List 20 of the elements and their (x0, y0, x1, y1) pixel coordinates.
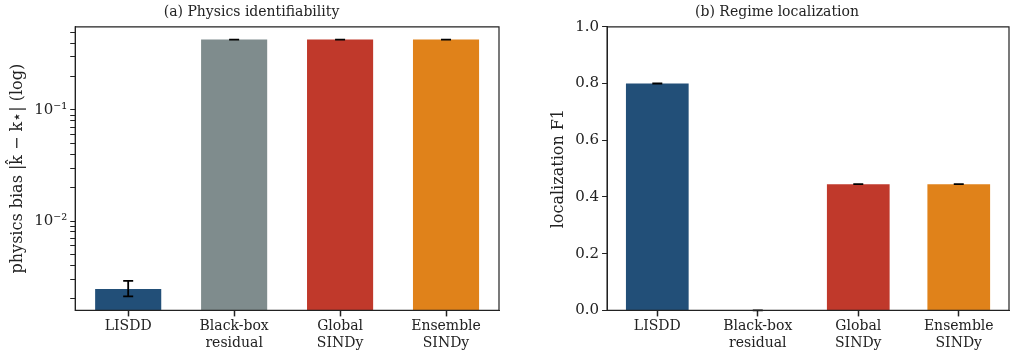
y-tick-label: 0.2 (575, 243, 600, 262)
y-tick-label: 0.6 (575, 130, 600, 149)
x-tick-label: LISDD (104, 317, 152, 334)
y-tick-label: 0.0 (575, 300, 600, 319)
chart-title: (b) Regime localization (695, 3, 859, 20)
chart-title: (a) Physics identifiability (163, 3, 340, 20)
y-tick-label: 10⁻¹ (34, 99, 68, 118)
x-tick-label: LISDD (633, 317, 681, 334)
y-tick-label: 0.8 (575, 73, 600, 92)
x-tick-label: Ensemble SINDy (923, 317, 994, 351)
x-tick-label: Global SINDy (835, 317, 882, 351)
y-tick-label: 0.4 (575, 186, 600, 205)
y-axis-title: localization F1 (547, 108, 567, 229)
x-tick-label: Global SINDy (316, 317, 364, 351)
x-tick-label: Black-box residual (723, 317, 793, 351)
x-tick-label: Ensemble SINDy (411, 317, 481, 351)
x-tick-label: Black-box residual (199, 317, 269, 351)
y-tick-label: 10⁻² (34, 210, 68, 229)
y-tick-label: 1.0 (575, 16, 600, 35)
y-axis-title: physics bias |k̂ − k⋆| (log) (5, 63, 26, 274)
